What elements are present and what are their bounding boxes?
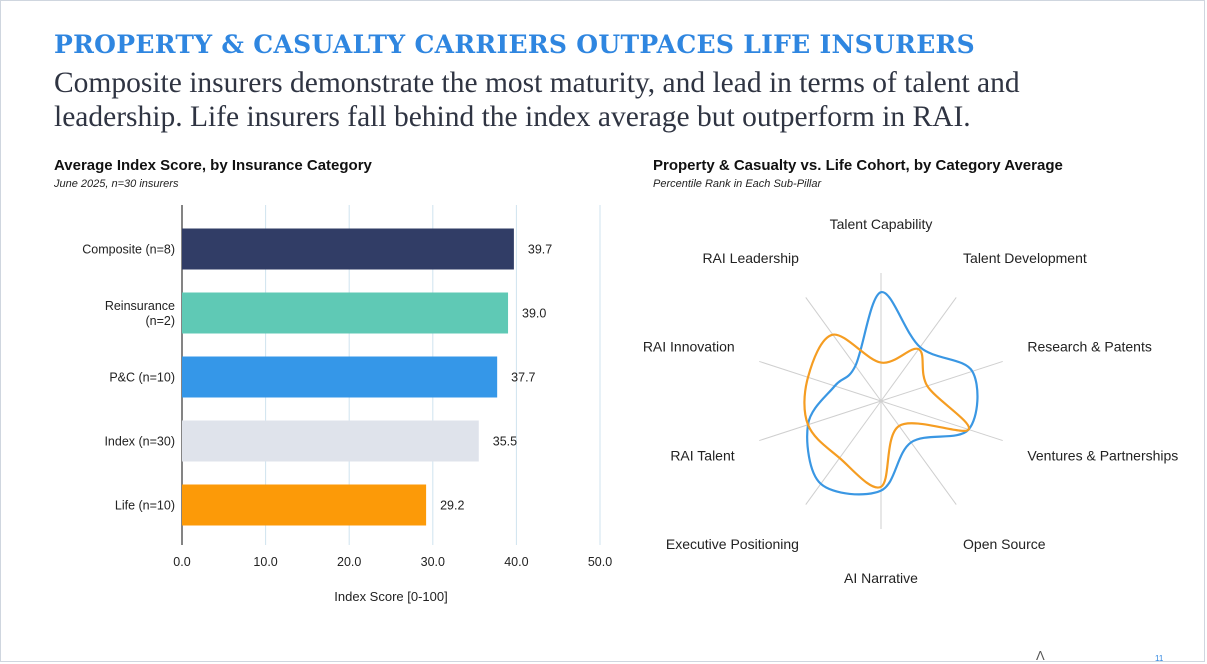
bar-value-label: 37.7 [511,371,535,385]
radar-spoke [759,360,882,402]
radar-spoke [880,400,1003,442]
radar-spoke [805,400,882,505]
radar-axis-label: Talent Capability [830,216,933,232]
radar-axis-label: RAI Innovation [643,338,735,354]
radar-axis-label: RAI Leadership [702,250,799,266]
x-tick-label: 0.0 [173,555,190,569]
x-tick-label: 50.0 [588,555,612,569]
radar-axis-label: Open Source [963,536,1046,552]
category-label: Index (n=30) [104,435,175,449]
x-tick-label: 10.0 [253,555,277,569]
x-axis-title: Index Score [0-100] [334,589,447,604]
radar-axis-label: RAI Talent [670,448,734,464]
bar-value-label: 39.0 [522,307,546,321]
radar-chart: Talent Capability Talent Development Resea… [643,216,1179,586]
radar-spoke [805,297,882,402]
category-label: P&C (n=10) [109,371,175,385]
radar-axis-label: Executive Positioning [666,536,799,552]
bar [182,228,514,270]
radar-axis-label: Ventures & Partnerships [1027,448,1178,464]
radar-series-line [803,333,970,489]
x-tick-label: 30.0 [421,555,445,569]
bar-value-label: 29.2 [440,499,464,513]
category-label: Life (n=10) [115,499,175,513]
x-tick-label: 20.0 [337,555,361,569]
x-tick-label: 40.0 [504,555,528,569]
logo-mark: Λ [1036,648,1045,663]
radar-series-line [806,291,979,496]
radar-spoke [880,360,1003,402]
bar [182,292,509,334]
bar-chart-subtitle: June 2025, n=30 insurers [54,178,179,190]
bar [182,484,427,526]
radar-chart-subtitle: Percentile Rank in Each Sub-Pillar [653,178,822,190]
bar [182,420,479,462]
radar-chart-title: Property & Casualty vs. Life Cohort, by … [653,157,1063,174]
radar-axis-label: Research & Patents [1027,338,1152,354]
category-label: Composite (n=8) [82,243,175,257]
radar-axis-label: AI Narrative [844,570,918,586]
slide-subheadline: Composite insurers demonstrate the most … [54,67,1020,133]
bar-chart-title: Average Index Score, by Insurance Catego… [54,157,372,174]
radar-spoke [759,400,882,442]
radar-spoke [880,400,957,505]
bar-chart: 0.0 10.0 20.0 30.0 40.0 50.0 39.7 Composite (n=… [82,205,612,604]
category-label: Reinsurance [105,299,175,313]
category-label: (n=2) [145,314,175,328]
slide-headline: PROPERTY & CASUALTY CARRIERS OUTPACES LI… [54,30,975,59]
bar-value-label: 39.7 [528,243,552,257]
radar-axis-label: Talent Development [963,250,1087,266]
bar-value-label: 35.5 [493,435,517,449]
page-number: 11 [1155,654,1164,663]
bar [182,356,498,398]
